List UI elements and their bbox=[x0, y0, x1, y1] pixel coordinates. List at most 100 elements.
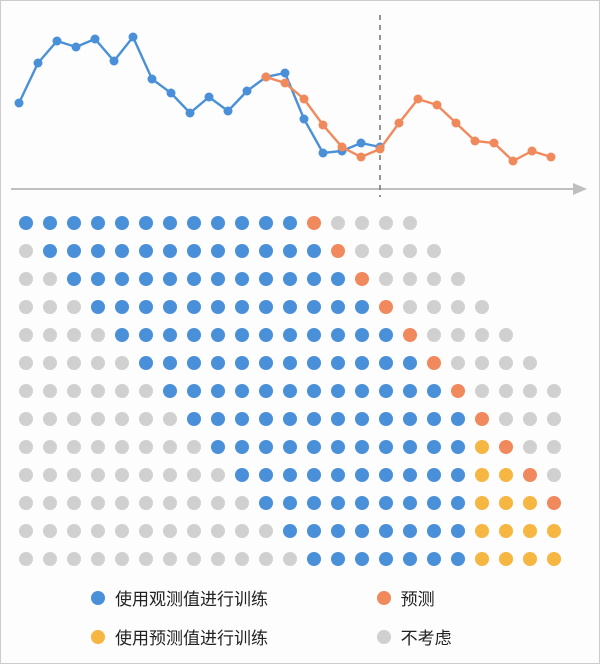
dot-train_obs bbox=[187, 356, 201, 370]
dot-train_obs bbox=[235, 440, 249, 454]
dot-train_obs bbox=[331, 384, 345, 398]
dot-train_obs bbox=[187, 328, 201, 342]
dot-train_pred bbox=[475, 552, 489, 566]
dot-ignore bbox=[19, 384, 33, 398]
dot-ignore bbox=[523, 356, 537, 370]
dot-ignore bbox=[43, 496, 57, 510]
dot-train_obs bbox=[115, 328, 129, 342]
observed-series-marker bbox=[34, 59, 43, 68]
forecast-series-marker bbox=[262, 73, 271, 82]
dot-ignore bbox=[235, 496, 249, 510]
dot-row bbox=[19, 405, 583, 433]
forecast-series-marker bbox=[528, 147, 537, 156]
dot-train_obs bbox=[235, 356, 249, 370]
dot-train_obs bbox=[403, 496, 417, 510]
legend: 使用观测值进行训练预测使用预测值进行训练不考虑 bbox=[1, 585, 600, 649]
forecast-series-marker bbox=[547, 153, 556, 162]
dot-ignore bbox=[91, 412, 105, 426]
dot-train_obs bbox=[379, 356, 393, 370]
dot-train_obs bbox=[307, 496, 321, 510]
dot-train_obs bbox=[403, 468, 417, 482]
dot-ignore bbox=[499, 328, 513, 342]
dot-row bbox=[19, 545, 583, 573]
dot-ignore bbox=[115, 356, 129, 370]
dot-train_obs bbox=[283, 412, 297, 426]
dot-train_obs bbox=[307, 300, 321, 314]
dot-train_obs bbox=[235, 468, 249, 482]
dot-train_obs bbox=[187, 272, 201, 286]
dot-predict bbox=[331, 244, 345, 258]
dot-train_obs bbox=[307, 552, 321, 566]
dot-train_obs bbox=[451, 468, 465, 482]
legend-swatch bbox=[377, 591, 391, 605]
dot-ignore bbox=[235, 524, 249, 538]
dot-train_obs bbox=[355, 468, 369, 482]
forecast-series-line bbox=[266, 77, 551, 161]
dot-train_obs bbox=[259, 328, 273, 342]
dot-ignore bbox=[523, 412, 537, 426]
dot-ignore bbox=[499, 412, 513, 426]
dot-ignore bbox=[211, 496, 225, 510]
dot-row bbox=[19, 489, 583, 517]
dot-train_obs bbox=[331, 552, 345, 566]
dot-ignore bbox=[499, 356, 513, 370]
legend-label: 使用预测值进行训练 bbox=[115, 624, 268, 649]
dot-ignore bbox=[163, 440, 177, 454]
dot-ignore bbox=[283, 552, 297, 566]
dot-ignore bbox=[67, 468, 81, 482]
dot-train_obs bbox=[379, 468, 393, 482]
dot-train_obs bbox=[211, 356, 225, 370]
legend-swatch bbox=[377, 630, 391, 644]
dot-train_obs bbox=[307, 272, 321, 286]
dot-train_obs bbox=[187, 300, 201, 314]
dot-ignore bbox=[19, 272, 33, 286]
legend-item: 使用预测值进行训练 bbox=[91, 624, 377, 649]
dot-row bbox=[19, 237, 583, 265]
dot-train_obs bbox=[283, 356, 297, 370]
dot-ignore bbox=[259, 552, 273, 566]
dot-ignore bbox=[475, 384, 489, 398]
dot-train_pred bbox=[499, 468, 513, 482]
dot-train_obs bbox=[283, 524, 297, 538]
dot-train_obs bbox=[379, 524, 393, 538]
observed-series-marker bbox=[357, 139, 366, 148]
forecast-series-marker bbox=[376, 145, 385, 154]
dot-train_obs bbox=[355, 328, 369, 342]
dot-row bbox=[19, 209, 583, 237]
dot-train_obs bbox=[427, 412, 441, 426]
dot-ignore bbox=[475, 328, 489, 342]
forecast-series-marker bbox=[452, 119, 461, 128]
dot-ignore bbox=[451, 300, 465, 314]
dot-train_obs bbox=[139, 328, 153, 342]
dot-ignore bbox=[547, 440, 561, 454]
dot-ignore bbox=[379, 244, 393, 258]
observed-series-marker bbox=[281, 69, 290, 78]
dot-train_obs bbox=[139, 356, 153, 370]
forecast-series-marker bbox=[490, 139, 499, 148]
dot-row bbox=[19, 265, 583, 293]
dot-ignore bbox=[91, 440, 105, 454]
dot-ignore bbox=[427, 328, 441, 342]
dot-train_obs bbox=[187, 384, 201, 398]
dot-train_obs bbox=[163, 300, 177, 314]
line-chart bbox=[11, 11, 591, 201]
dot-row bbox=[19, 377, 583, 405]
dot-train_obs bbox=[307, 356, 321, 370]
dot-train_obs bbox=[379, 496, 393, 510]
dot-predict bbox=[403, 328, 417, 342]
dot-row bbox=[19, 321, 583, 349]
forecast-series-marker bbox=[300, 95, 309, 104]
dot-ignore bbox=[115, 524, 129, 538]
dot-train_obs bbox=[451, 552, 465, 566]
dot-train_obs bbox=[115, 272, 129, 286]
dot-ignore bbox=[139, 440, 153, 454]
dot-train_obs bbox=[331, 468, 345, 482]
dot-predict bbox=[523, 468, 537, 482]
dot-train_obs bbox=[115, 300, 129, 314]
dot-ignore bbox=[355, 216, 369, 230]
legend-item: 预测 bbox=[377, 585, 600, 610]
forecast-series-marker bbox=[509, 157, 518, 166]
forecast-series-marker bbox=[357, 153, 366, 162]
dot-train_obs bbox=[163, 216, 177, 230]
dot-ignore bbox=[91, 552, 105, 566]
